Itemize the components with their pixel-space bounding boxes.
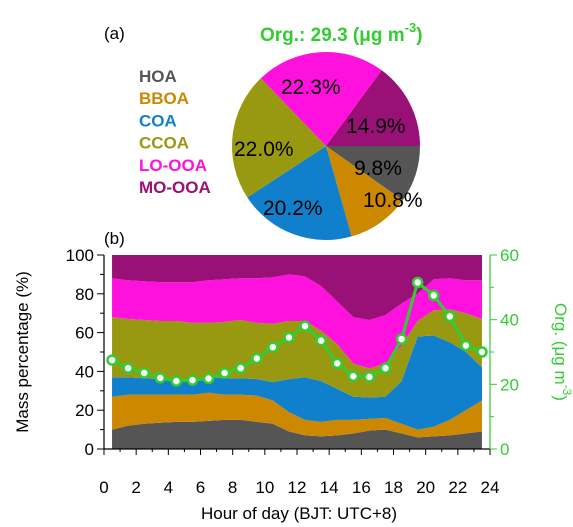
y-tick-label: 20 — [75, 401, 94, 420]
org-point — [363, 371, 376, 383]
pie-label-bboa: 10.8% — [363, 189, 423, 212]
org-point — [347, 370, 360, 382]
legend-bboa: BBOA — [139, 89, 189, 108]
pie-slice-ccoa — [232, 78, 326, 198]
pie-title: Org.: 29.3 (μg m-3) — [260, 20, 423, 46]
area-mo-ooa — [112, 255, 482, 320]
org-point — [299, 320, 311, 332]
legend-ccoa: CCOA — [139, 134, 189, 153]
pie-label-lo-ooa: 22.3% — [281, 76, 341, 99]
legend-coa: COA — [139, 111, 177, 130]
area-bboa — [112, 392, 482, 438]
x-tick-label: 10 — [255, 478, 274, 497]
org-point — [427, 289, 440, 302]
x-tick-label: 24 — [481, 478, 500, 497]
pie-slice-bboa — [326, 146, 403, 237]
y2-title-sup: -3 — [560, 385, 573, 396]
area-lo-ooa — [112, 274, 482, 369]
pie-title-main: Org.: 29.3 (μg m — [260, 25, 405, 46]
y2-title-main: Org. (μg m — [551, 303, 570, 385]
x-tick-label: 14 — [320, 478, 339, 497]
x-axis-title: Hour of day (BJT: UTC+8) — [201, 504, 397, 523]
y2-tick-label: 40 — [500, 311, 519, 330]
x-tick-label: 16 — [352, 478, 371, 497]
y2-tick-label: 60 — [500, 246, 519, 265]
x-tick-label: 4 — [164, 478, 173, 497]
pie-legend: HOA BBOA COA CCOA LO-OOA MO-OOA — [139, 67, 211, 197]
y-tick-label: 40 — [75, 362, 94, 381]
y2-title-suffix: ) — [551, 395, 570, 401]
org-point — [331, 357, 343, 370]
org-point — [138, 367, 150, 379]
org-point — [395, 333, 408, 345]
pie-title-sup: -3 — [405, 20, 417, 35]
pie-label-hoa: 9.8% — [354, 157, 402, 180]
org-point — [460, 339, 472, 352]
org-point — [267, 341, 279, 353]
x-tick-label: 2 — [131, 478, 140, 497]
pie-slice-mo-ooa — [326, 70, 420, 146]
org-point — [170, 375, 183, 387]
y-tick-label: 60 — [75, 324, 94, 343]
org-point — [444, 310, 456, 323]
legend-hoa: HOA — [139, 67, 177, 86]
x-tick-label: 18 — [384, 478, 403, 497]
pie-slice-hoa — [326, 146, 420, 201]
org-point — [411, 276, 424, 289]
org-point — [315, 334, 327, 347]
y2-axis-title: Org. (μg m-3) — [551, 303, 573, 401]
org-point — [122, 362, 134, 374]
org-point — [234, 362, 247, 374]
y-tick-label: 80 — [75, 285, 94, 304]
y2-tick-label: 20 — [500, 375, 519, 394]
y-tick-label: 100 — [66, 246, 94, 265]
x-tick-label: 6 — [196, 478, 205, 497]
x-tick-label: 0 — [99, 478, 108, 497]
y2-tick-label: 0 — [500, 440, 509, 459]
area-hoa — [112, 419, 482, 449]
org-point — [154, 372, 167, 384]
org-point — [283, 331, 295, 344]
org-point — [218, 367, 231, 379]
legend-lo-ooa: LO-OOA — [139, 156, 207, 175]
org-point — [202, 372, 215, 385]
panel-a-label: (a) — [104, 24, 125, 43]
org-point — [186, 374, 199, 386]
x-tick-label: 20 — [416, 478, 435, 497]
x-tick-label: 8 — [228, 478, 237, 497]
org-point — [106, 354, 118, 366]
pie-slice-coa — [247, 146, 352, 240]
org-point — [476, 346, 488, 358]
pie-label-mo-ooa: 14.9% — [346, 115, 406, 138]
pie-chart: 9.8% 10.8% 20.2% 22.0% 22.3%14.9% — [232, 52, 423, 240]
pie-label-coa: 20.2% — [263, 197, 323, 220]
y-axis-title: Mass percentage (%) — [13, 271, 32, 433]
legend-mo-ooa: MO-OOA — [139, 178, 211, 197]
y-tick-label: 0 — [85, 440, 94, 459]
org-point — [251, 352, 263, 365]
org-point — [379, 362, 392, 374]
x-tick-label: 12 — [288, 478, 307, 497]
pie-slice-lo-ooa — [260, 52, 382, 146]
panel-b-label: (b) — [104, 229, 125, 248]
area-coa — [112, 335, 482, 430]
x-tick-label: 22 — [448, 478, 467, 497]
pie-label-ccoa: 22.0% — [234, 138, 294, 161]
pie-title-suffix: ) — [416, 25, 422, 46]
